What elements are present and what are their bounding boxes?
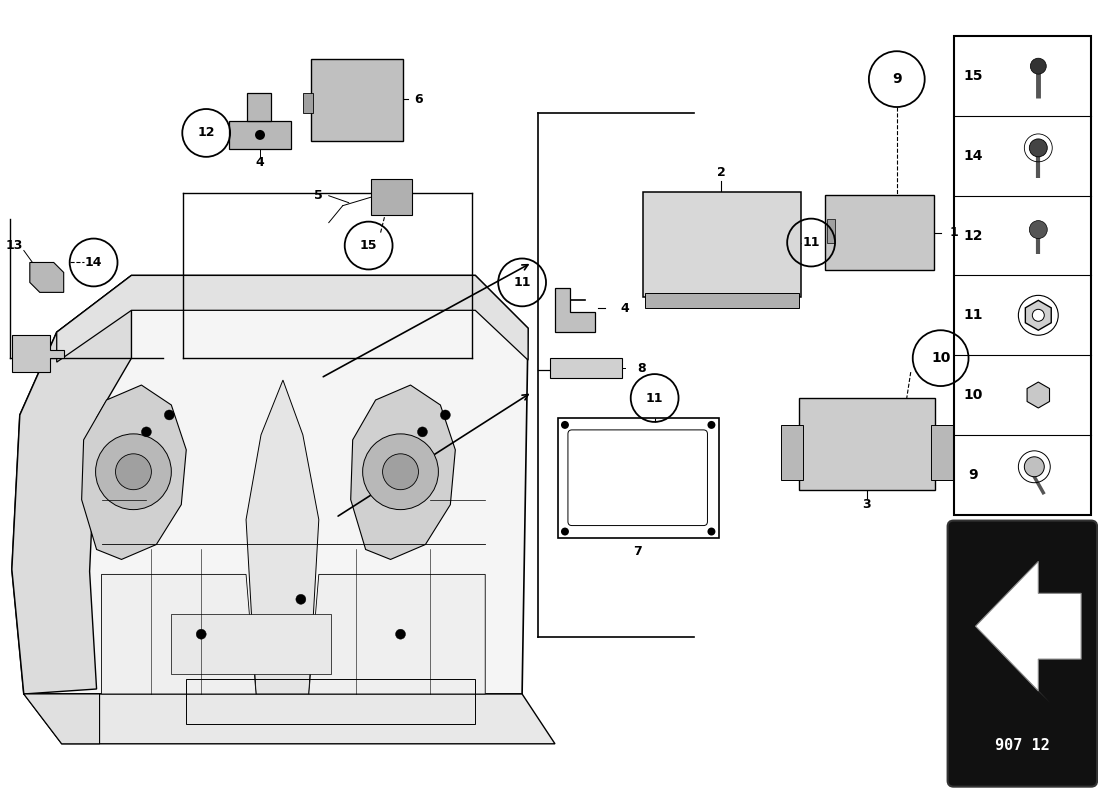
Polygon shape	[1025, 300, 1052, 330]
Polygon shape	[101, 574, 256, 694]
Text: 11: 11	[514, 276, 531, 289]
Polygon shape	[24, 694, 100, 744]
Polygon shape	[1027, 382, 1049, 408]
Text: 11: 11	[646, 391, 663, 405]
Circle shape	[561, 421, 569, 429]
Text: 10: 10	[931, 351, 950, 365]
FancyBboxPatch shape	[642, 192, 801, 298]
Polygon shape	[351, 385, 455, 559]
Text: 10: 10	[964, 388, 983, 402]
Circle shape	[1024, 457, 1044, 477]
Circle shape	[255, 130, 265, 140]
FancyBboxPatch shape	[947, 521, 1097, 786]
Circle shape	[440, 410, 450, 420]
Text: 13: 13	[6, 239, 23, 252]
Bar	[645, 294, 799, 308]
Polygon shape	[24, 694, 556, 744]
Circle shape	[561, 527, 569, 535]
Text: 8: 8	[637, 362, 646, 374]
Circle shape	[396, 630, 406, 639]
FancyBboxPatch shape	[371, 178, 412, 214]
Polygon shape	[30, 262, 64, 292]
FancyBboxPatch shape	[825, 194, 934, 270]
Text: 14: 14	[964, 149, 983, 163]
Circle shape	[418, 427, 428, 437]
Polygon shape	[57, 275, 528, 362]
Polygon shape	[309, 574, 485, 694]
Polygon shape	[556, 288, 595, 332]
Text: 907 12: 907 12	[996, 738, 1049, 754]
Bar	[229, 121, 290, 149]
Circle shape	[1031, 58, 1046, 74]
Circle shape	[707, 421, 715, 429]
Circle shape	[1030, 139, 1047, 157]
Text: 11: 11	[964, 308, 983, 322]
Polygon shape	[976, 626, 1050, 703]
Text: 5: 5	[315, 190, 323, 202]
Text: 11: 11	[802, 236, 820, 249]
Text: 4: 4	[620, 302, 629, 315]
Bar	[558, 418, 719, 538]
Text: 3: 3	[862, 498, 871, 511]
Circle shape	[363, 434, 439, 510]
Circle shape	[707, 527, 715, 535]
Bar	[931, 425, 953, 480]
Polygon shape	[12, 275, 528, 694]
Circle shape	[1032, 310, 1044, 322]
Bar	[186, 679, 475, 724]
Text: 15: 15	[360, 239, 377, 252]
Text: 9: 9	[969, 468, 978, 482]
Bar	[248, 93, 271, 121]
FancyBboxPatch shape	[311, 59, 403, 141]
Text: 2: 2	[717, 166, 726, 179]
Text: 4: 4	[255, 156, 264, 170]
Polygon shape	[81, 385, 186, 559]
FancyBboxPatch shape	[799, 398, 935, 490]
Bar	[781, 425, 803, 480]
Text: 6: 6	[414, 93, 422, 106]
Text: 12: 12	[197, 126, 215, 139]
Polygon shape	[976, 562, 1081, 691]
Circle shape	[1030, 221, 1047, 238]
Circle shape	[116, 454, 152, 490]
Text: 1: 1	[949, 226, 958, 239]
Polygon shape	[12, 335, 64, 372]
Circle shape	[383, 454, 418, 490]
Text: 14: 14	[85, 256, 102, 269]
Bar	[172, 614, 331, 674]
Circle shape	[296, 594, 306, 604]
Text: 7: 7	[634, 545, 642, 558]
Circle shape	[164, 410, 174, 420]
Text: 15: 15	[964, 69, 983, 83]
Polygon shape	[12, 275, 132, 694]
Circle shape	[196, 630, 206, 639]
Polygon shape	[246, 380, 319, 694]
Text: 9: 9	[892, 72, 902, 86]
Bar	[827, 218, 835, 242]
Bar	[954, 36, 1091, 514]
Polygon shape	[302, 93, 312, 113]
Text: 12: 12	[964, 229, 983, 242]
Circle shape	[96, 434, 172, 510]
Bar	[550, 358, 622, 378]
Circle shape	[142, 427, 152, 437]
